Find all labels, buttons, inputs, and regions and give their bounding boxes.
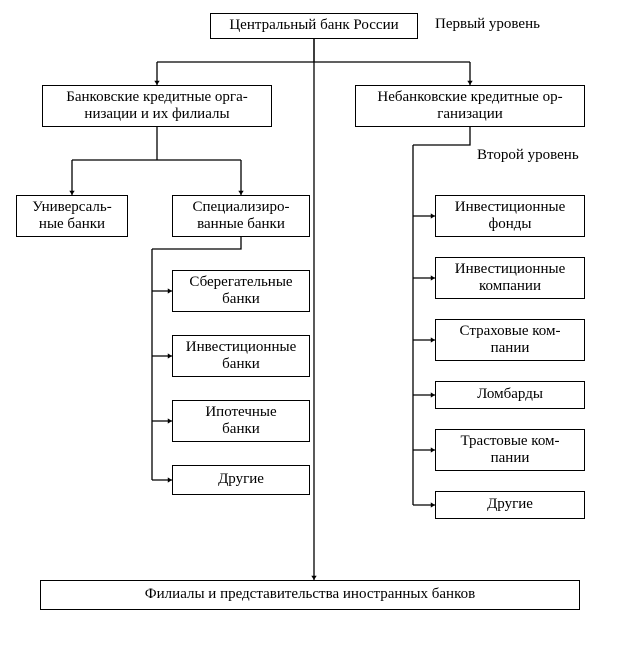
node-mortgage: Ипотечные банки: [172, 400, 310, 442]
node-other-bank: Другие: [172, 465, 310, 495]
node-savings: Сберегательные банки: [172, 270, 310, 312]
node-root: Центральный банк России: [210, 13, 418, 39]
node-trust: Трастовые ком- пании: [435, 429, 585, 471]
node-inv-comp: Инвестиционные компании: [435, 257, 585, 299]
node-nonbank: Небанковские кредитные ор- ганизации: [355, 85, 585, 127]
node-pawnshop: Ломбарды: [435, 381, 585, 409]
node-bank-credit: Банковские кредитные орга- низации и их …: [42, 85, 272, 127]
label-level2: Второй уровень: [477, 147, 579, 164]
diagram-canvas: Центральный банк России Банковские креди…: [0, 0, 619, 648]
node-branches: Филиалы и представительства иностранных …: [40, 580, 580, 610]
node-invest-bank: Инвестиционные банки: [172, 335, 310, 377]
node-special: Специализиро- ванные банки: [172, 195, 310, 237]
node-inv-funds: Инвестиционные фонды: [435, 195, 585, 237]
node-universal: Универсаль- ные банки: [16, 195, 128, 237]
node-other-nb: Другие: [435, 491, 585, 519]
node-insurance: Страховые ком- пании: [435, 319, 585, 361]
label-level1: Первый уровень: [435, 16, 540, 33]
